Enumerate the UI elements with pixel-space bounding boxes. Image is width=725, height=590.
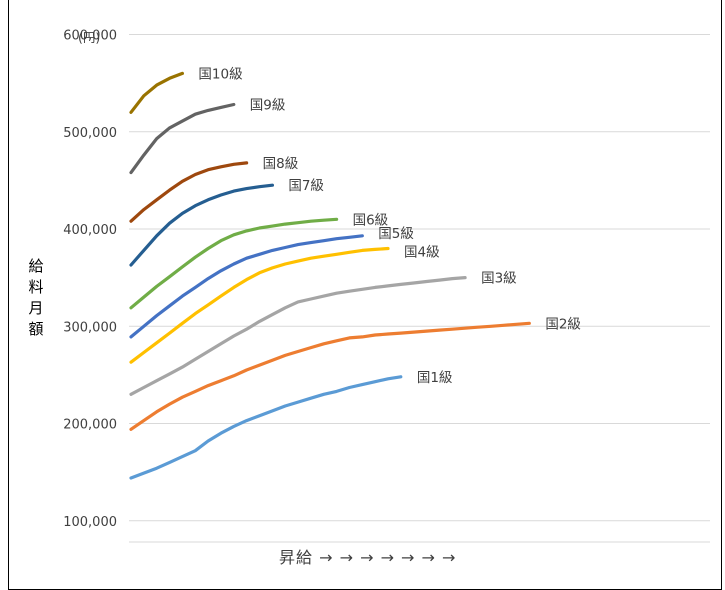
series-label-3: 国3級 [481,271,517,287]
y-tick-label: 200,000 [63,418,117,433]
y-axis-label-char-0: 給 [28,257,44,275]
x-axis-label: 昇給 → → → → → → → [279,548,457,567]
series-label-7: 国7級 [288,178,324,194]
series-label-1: 国1級 [417,370,453,386]
y-tick-label: 500,000 [63,126,117,141]
y-axis-label-char-1: 料 [28,278,44,296]
series-line-2 [129,321,531,431]
y-tick-label: 600,000 [63,29,117,44]
series-line-7 [129,183,274,267]
series-label-2: 国2級 [545,316,581,332]
line-chart: 100,000 200,000 300,000 400,000 500,000 600,0… [63,29,710,543]
y-axis-label-char-3: 額 [28,320,44,338]
gridlines [129,34,710,543]
series-lines [129,71,531,480]
series-line-6 [129,217,339,310]
series-line-1 [129,375,403,480]
y-axis-label-char-2: 月 [28,299,44,317]
series-line-3 [129,276,467,396]
series-line-8 [129,161,249,223]
series-label-5: 国5級 [378,226,414,242]
y-axis-ticks: 100,000 200,000 300,000 400,000 500,000 600,0… [63,29,117,530]
series-label-10: 国10級 [198,66,243,82]
series-line-10 [129,71,184,114]
series-line-5 [129,234,364,339]
y-tick-label: 400,000 [63,223,117,238]
y-tick-label: 300,000 [63,320,117,335]
series-line-4 [129,246,390,364]
y-axis-label: 給料月額 [26,256,46,340]
unit-label: (円) [78,30,100,45]
series-label-4: 国4級 [404,244,440,260]
series-label-6: 国6級 [353,212,389,228]
series-line-9 [129,102,236,175]
y-tick-label: 100,000 [63,515,117,530]
series-label-9: 国9級 [250,98,286,114]
series-label-8: 国8級 [263,156,299,172]
